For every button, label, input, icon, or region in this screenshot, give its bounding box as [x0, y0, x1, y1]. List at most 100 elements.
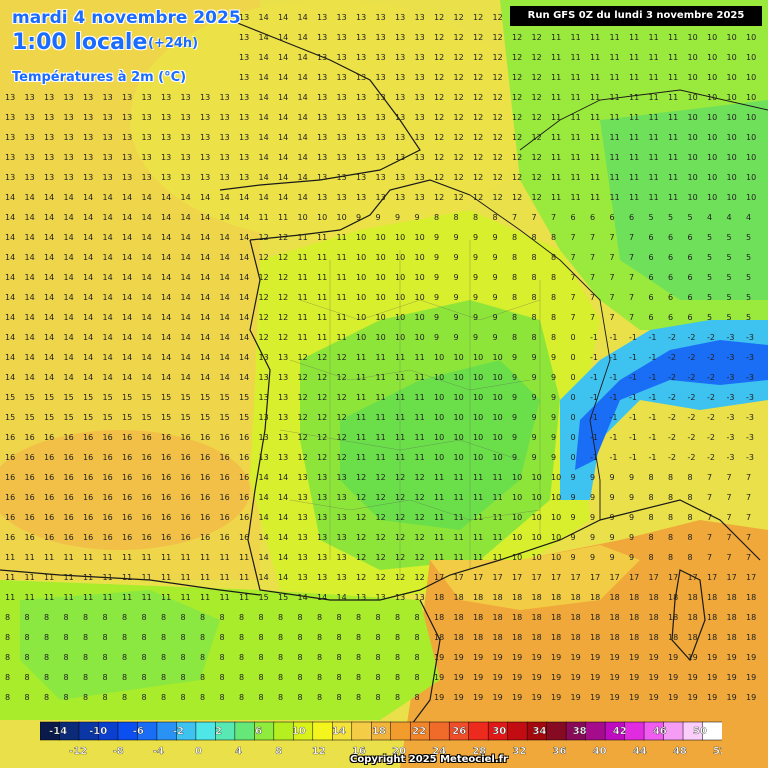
temperature-value: 11 — [64, 573, 74, 582]
temperature-value: 8 — [649, 473, 654, 482]
temperature-value: 8 — [532, 253, 537, 262]
temperature-value: 12 — [493, 33, 503, 42]
temperature-value: 7 — [727, 553, 732, 562]
temperature-value: 13 — [395, 53, 405, 62]
temperature-value: 9 — [629, 473, 634, 482]
temperature-value: 18 — [454, 633, 464, 642]
temperature-value: 18 — [512, 633, 522, 642]
temperature-value: 14 — [64, 193, 74, 202]
temperature-value: 18 — [707, 613, 717, 622]
temperature-value: 11 — [434, 493, 444, 502]
temperature-value: 11 — [337, 273, 347, 282]
temperature-value: 11 — [298, 273, 308, 282]
temperature-value: 14 — [122, 293, 132, 302]
temperature-value: 4 — [746, 213, 751, 222]
temperature-value: 6 — [668, 273, 673, 282]
temperature-value: 10 — [493, 433, 503, 442]
temperature-value: 5 — [688, 213, 693, 222]
temperature-value: 10 — [707, 173, 717, 182]
temperature-value: 5 — [707, 313, 712, 322]
temperature-value: 9 — [434, 313, 439, 322]
temperature-value: 14 — [161, 373, 171, 382]
temperature-value: 8 — [5, 673, 10, 682]
temperature-value: 5 — [727, 233, 732, 242]
temperature-value: 13 — [356, 133, 366, 142]
temperature-value: 9 — [454, 233, 459, 242]
temperature-value: 6 — [649, 313, 654, 322]
temperature-value: 14 — [25, 373, 35, 382]
temperature-value: 11 — [298, 313, 308, 322]
temperature-value: 18 — [610, 633, 620, 642]
temperature-value: 16 — [142, 493, 152, 502]
temperature-value: 8 — [278, 673, 283, 682]
temperature-value: -1 — [629, 393, 637, 402]
temperature-value: 11 — [454, 493, 464, 502]
temperature-value: 10 — [493, 453, 503, 462]
temperature-value: 14 — [278, 133, 288, 142]
temperature-value: 13 — [356, 13, 366, 22]
temperature-value: 8 — [200, 673, 205, 682]
temperature-value: 14 — [161, 353, 171, 362]
temperature-value: 11 — [668, 193, 678, 202]
temperature-value: 13 — [259, 393, 269, 402]
temperature-value: 8 — [415, 673, 420, 682]
temperature-value: 14 — [200, 213, 210, 222]
temperature-value: 14 — [103, 333, 113, 342]
temperature-value: 11 — [317, 253, 327, 262]
temperature-value: 13 — [376, 193, 386, 202]
temperature-value: 11 — [649, 173, 659, 182]
temperature-value: 14 — [220, 213, 230, 222]
temperature-value: 19 — [473, 693, 483, 702]
temperature-value: 8 — [512, 273, 517, 282]
temperature-value: 12 — [278, 273, 288, 282]
temperature-value: 8 — [688, 533, 693, 542]
temperature-value: 16 — [239, 473, 249, 482]
temperature-value: 13 — [44, 133, 54, 142]
temperature-value: 16 — [161, 473, 171, 482]
temperature-value: 12 — [278, 233, 288, 242]
temperature-value: 19 — [493, 653, 503, 662]
temperature-value: 13 — [44, 173, 54, 182]
temperature-value: 14 — [181, 313, 191, 322]
temperature-value: 8 — [668, 493, 673, 502]
legend-top-label: 18 — [372, 726, 386, 737]
temperature-value: 6 — [668, 313, 673, 322]
temperature-value: 11 — [103, 553, 113, 562]
temperature-value: 13 — [356, 153, 366, 162]
temperature-value: 11 — [493, 533, 503, 542]
temperature-value: 17 — [707, 573, 717, 582]
temperature-value: 12 — [473, 53, 483, 62]
temperature-value: 13 — [395, 133, 405, 142]
temperature-value: 13 — [278, 353, 288, 362]
temperature-value: 14 — [220, 333, 230, 342]
temperature-value: 12 — [376, 533, 386, 542]
temperature-value: 10 — [298, 213, 308, 222]
temperature-value: 14 — [64, 273, 74, 282]
temperature-value: 9 — [512, 413, 517, 422]
temperature-value: 11 — [25, 573, 35, 582]
temperature-value: 12 — [415, 553, 425, 562]
temperature-value: 11 — [337, 253, 347, 262]
temperature-value: 19 — [571, 653, 581, 662]
temperature-value: 13 — [161, 153, 171, 162]
temperature-value: 11 — [239, 553, 249, 562]
temperature-value: 14 — [64, 213, 74, 222]
temperature-value: 14 — [122, 253, 132, 262]
temperature-value: 13 — [83, 153, 93, 162]
temperature-value: 13 — [181, 113, 191, 122]
temperature-value: 12 — [259, 233, 269, 242]
legend-bottom-label: 4 — [235, 746, 242, 757]
temperature-value: 13 — [337, 13, 347, 22]
temperature-value: 14 — [142, 233, 152, 242]
temperature-value: 12 — [298, 453, 308, 462]
temperature-value: 9 — [590, 533, 595, 542]
temperature-value: 11 — [298, 333, 308, 342]
temperature-value: 8 — [551, 253, 556, 262]
temperature-value: 14 — [278, 33, 288, 42]
temperature-value: 12 — [317, 393, 327, 402]
temperature-value: 7 — [532, 213, 537, 222]
temperature-value: 13 — [317, 133, 327, 142]
temperature-value: 19 — [746, 653, 756, 662]
temperature-value: 8 — [25, 653, 30, 662]
temperature-value: 15 — [259, 593, 269, 602]
